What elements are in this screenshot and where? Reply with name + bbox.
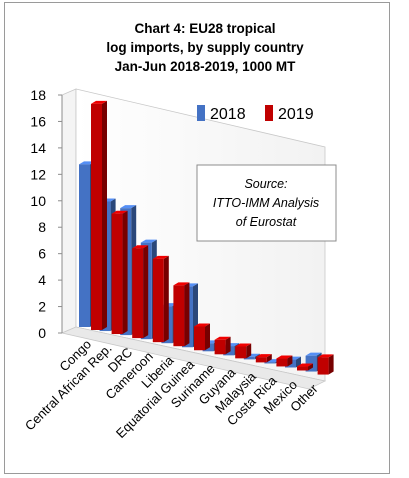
bar-side [296, 356, 301, 368]
bar-2019-mexico [297, 363, 313, 371]
bar-front [214, 339, 226, 355]
y-tick-label: 0 [38, 325, 46, 341]
source-box [196, 164, 337, 242]
legend-swatch-2019 [265, 105, 273, 121]
bar-side [266, 354, 272, 363]
bar-2019-other [317, 354, 334, 375]
bar-2019-drc [132, 245, 149, 339]
y-tick-label: 18 [30, 87, 46, 103]
bar-top [120, 205, 137, 209]
bar-side [184, 282, 190, 347]
bar-front [317, 357, 329, 375]
bar-top [255, 354, 272, 358]
bar-2019-central-african-rep- [111, 210, 128, 335]
bar-top [317, 354, 334, 358]
chart-title-line-2: log imports, by supply country [106, 40, 304, 55]
bar-side [143, 245, 149, 339]
bar-front [132, 248, 144, 339]
bar-top [173, 282, 190, 286]
bar-2019-suriname [214, 336, 231, 355]
bar-front [152, 258, 164, 343]
bar-top [305, 352, 322, 356]
bar-side [287, 355, 293, 367]
y-axis: 0 2 4 6 8 10 12 14 16 18 [30, 87, 63, 341]
bar-top [194, 323, 210, 327]
bar-front [235, 346, 247, 359]
bar-side [225, 336, 231, 355]
chart-title-line-1: Chart 4: EU28 tropical [134, 21, 275, 36]
bar-side [246, 343, 252, 359]
floor [60, 326, 327, 390]
side-wall [61, 88, 77, 334]
legend-swatch-2018 [197, 105, 205, 121]
bar-2019-guyana [235, 343, 252, 359]
bar-front [79, 164, 90, 327]
y-tick-label: 16 [30, 113, 46, 129]
bar-side [205, 323, 210, 351]
bar-side [102, 100, 107, 331]
bars [79, 100, 334, 375]
bar-front [264, 362, 276, 364]
bar-front [255, 357, 267, 363]
bar-2019-costa-rica [276, 355, 293, 367]
bar-side [122, 210, 128, 335]
bar-2019-equatorial-guinea [194, 323, 210, 351]
bar-front [243, 356, 255, 360]
y-tick-label: 6 [38, 246, 46, 262]
bar-2019-cameroon [152, 255, 169, 343]
legend-label-2019: 2019 [278, 106, 314, 123]
source-line-2: ITTO-IMM Analysis [213, 196, 319, 210]
bar-top [91, 100, 107, 104]
source-line-3: of Eurostat [236, 215, 297, 229]
bar-top [276, 355, 293, 359]
y-tick-label: 10 [30, 193, 46, 209]
y-tick-label: 8 [38, 219, 46, 235]
bar-top [132, 245, 149, 249]
bar-top [214, 336, 231, 340]
bar-2019-congo [91, 100, 107, 331]
bar-side [308, 363, 313, 371]
y-tick-label: 2 [38, 299, 46, 315]
bar-side [163, 255, 169, 343]
bar-top [152, 255, 169, 259]
y-tick-label: 14 [30, 140, 46, 156]
source-annotation: Source: ITTO-IMM Analysis of Eurostat [196, 164, 337, 242]
bar-top [235, 343, 252, 347]
y-tick-label: 12 [30, 166, 46, 182]
legend: 2018 2019 [197, 105, 314, 123]
bar-front [91, 103, 102, 331]
bar-2019-liberia [173, 282, 190, 347]
chart-title-line-3: Jan-Jun 2018-2019, 1000 MT [115, 59, 297, 74]
bar-front [111, 213, 123, 335]
bar-2019-malaysia [255, 354, 272, 363]
bar-side [328, 354, 334, 375]
bar-front [297, 366, 308, 371]
bar-top [111, 210, 128, 214]
bar-front [276, 358, 288, 367]
y-tick-label: 4 [38, 272, 46, 288]
legend-label-2018: 2018 [210, 106, 246, 123]
bar-top [297, 363, 313, 367]
bar-top [140, 239, 157, 243]
bar-front [194, 326, 205, 351]
bar-front [173, 285, 185, 347]
source-line-1: Source: [244, 177, 287, 191]
